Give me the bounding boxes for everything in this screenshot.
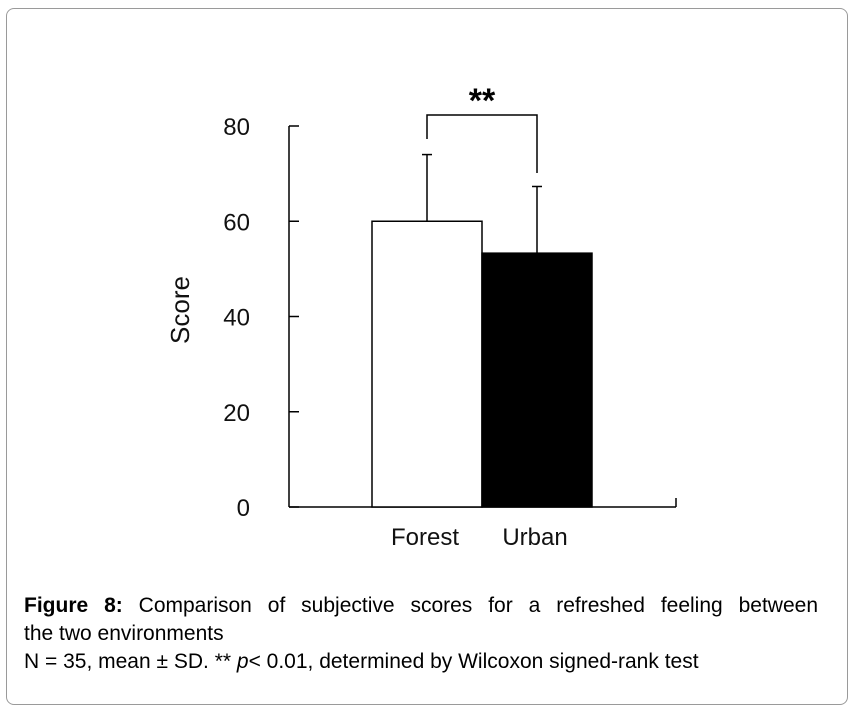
error-bars-layer	[422, 153, 542, 254]
y-tick-label-80: 80	[223, 114, 250, 141]
caption-note-italic: p	[236, 650, 249, 673]
axis-layer: 0 20 40 60 80	[223, 114, 677, 522]
bar-forest	[371, 220, 483, 508]
caption-title-continuation: the two environments	[24, 622, 224, 645]
significance-layer: **	[426, 82, 538, 173]
caption-note-suffix: < 0.01, determined by Wilcoxon signed-ra…	[248, 650, 699, 673]
x-category-label-urban: Urban	[502, 524, 567, 551]
significance-bracket	[426, 114, 538, 173]
bar-chart: 0 20 40 60 80 ** Score Forest Urban	[165, 82, 677, 551]
caption-note-prefix: N = 35, mean ± SD. **	[24, 650, 237, 673]
figure-label: Figure 8:	[24, 594, 123, 617]
y-tick-label-40: 40	[223, 305, 250, 332]
y-tick-label-0: 0	[237, 495, 250, 522]
caption-note-line: N = 35, mean ± SD. ** p< 0.01, determine…	[24, 648, 818, 676]
significance-label: **	[469, 82, 496, 120]
y-tick-label-60: 60	[223, 209, 250, 236]
labels-layer: Score Forest Urban	[165, 276, 568, 551]
figure-caption: Figure 8: Comparison of subjective score…	[24, 592, 818, 676]
bar-urban	[481, 252, 593, 508]
x-category-label-forest: Forest	[391, 524, 459, 551]
y-axis-title: Score	[165, 276, 195, 344]
caption-title-text: Comparison of subjective scores for a re…	[122, 594, 818, 617]
y-tick-label-20: 20	[223, 400, 250, 427]
bars-layer	[371, 220, 593, 508]
caption-title-line: Figure 8: Comparison of subjective score…	[24, 592, 818, 620]
